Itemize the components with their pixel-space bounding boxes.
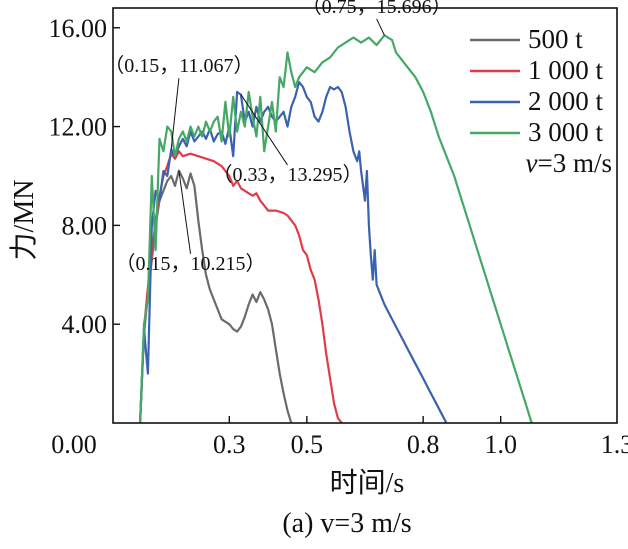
y-tick-label-0: 4.00 — [62, 310, 108, 339]
y-tick-label-3: 16.00 — [49, 14, 108, 43]
series-line-1 — [140, 151, 342, 423]
y-tick-label-2: 12.00 — [49, 113, 108, 142]
x-tick-label-0: 0.00 — [51, 430, 97, 459]
annotation-label-2: （0.33，13.295） — [212, 163, 362, 186]
y-tick-label-1: 8.00 — [62, 211, 108, 240]
legend-label-1: 1 000 t — [528, 55, 604, 85]
y-axis-title: 力/MN — [8, 180, 40, 261]
legend-label-0: 500 t — [528, 24, 583, 54]
series-line-0 — [140, 171, 291, 423]
x-tick-label-2: 0.5 — [291, 430, 324, 459]
annotation-leader-1 — [171, 78, 179, 149]
series-layer — [140, 35, 532, 423]
x-tick-label-1: 0.3 — [213, 430, 246, 459]
legend-label-3: 3 000 t — [528, 117, 604, 147]
x-tick-label-3: 0.8 — [407, 430, 440, 459]
annotation-label-1: （0.15，11.067） — [104, 54, 253, 77]
x-axis-title: 时间/s — [330, 467, 405, 499]
legend-condition-text: v=3 m/s — [526, 148, 612, 178]
legend: 500 t1 000 t2 000 t3 000 tv=3 m/s — [470, 24, 612, 178]
annotation-label-0: （0.15，10.215） — [116, 252, 266, 275]
annotation-leader-3 — [377, 19, 385, 35]
x-tick-label-4: 1.0 — [484, 430, 517, 459]
legend-label-2: 2 000 t — [528, 86, 604, 116]
annotation-leader-2 — [241, 95, 288, 165]
chart-caption: (a) v=3 m/s — [282, 508, 411, 539]
annotation-label-3: （0.75，15.696） — [302, 0, 452, 18]
x-tick-label-5: 1.3 — [601, 430, 628, 459]
